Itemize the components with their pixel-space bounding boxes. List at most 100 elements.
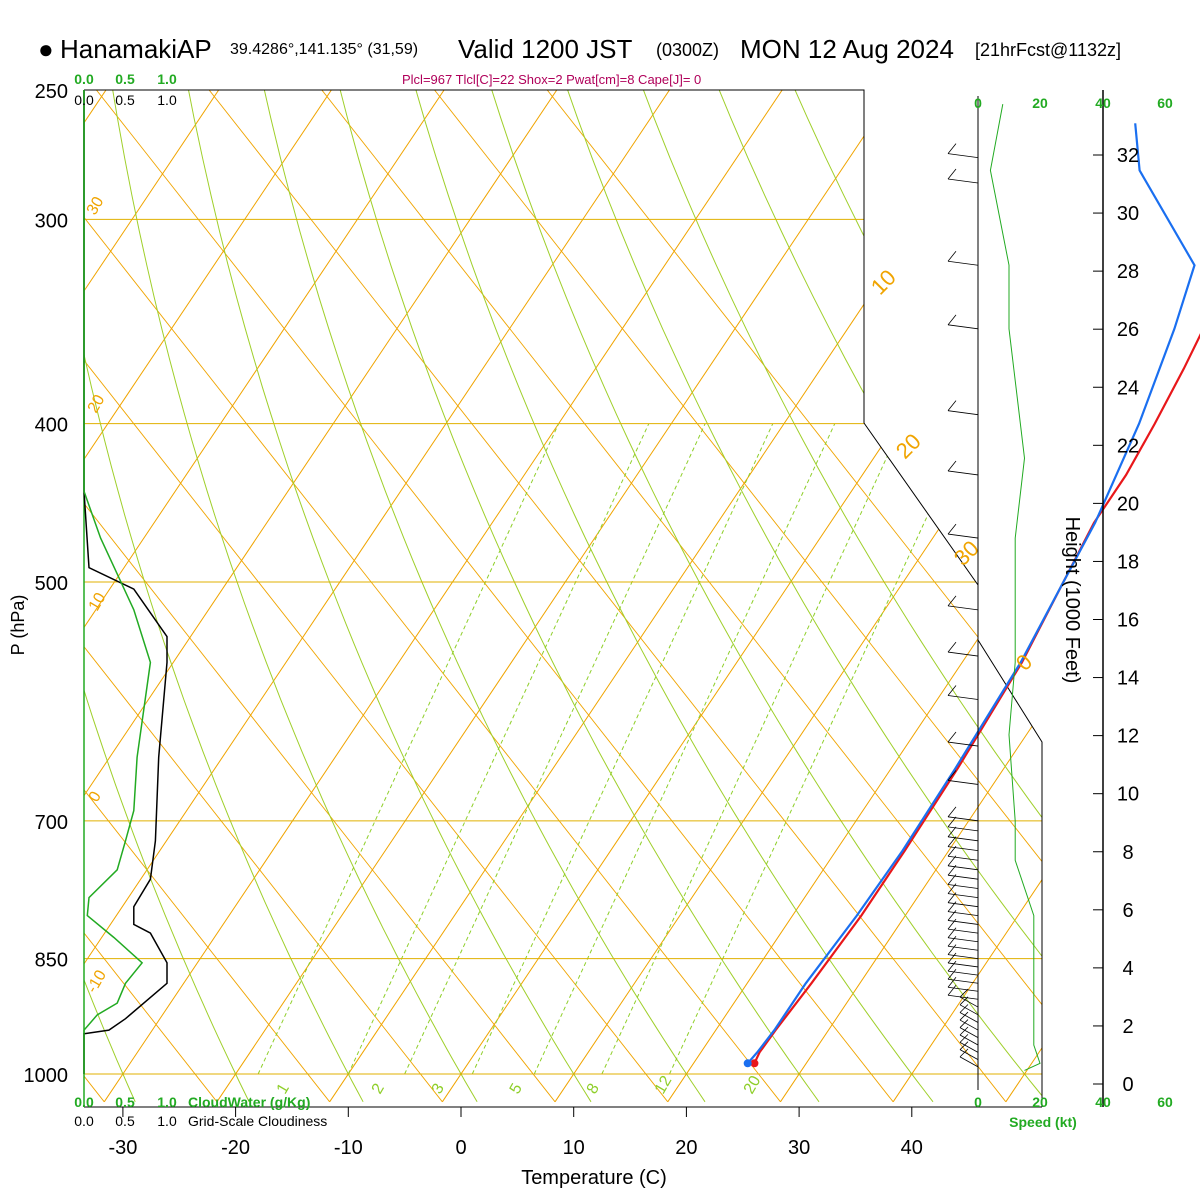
valid-date: MON 12 Aug 2024	[740, 34, 954, 64]
surface-dewpoint-marker	[743, 1059, 752, 1068]
wind-barb	[947, 920, 979, 925]
wind-barb	[959, 1034, 979, 1046]
wind-barb-flag	[959, 1004, 969, 1013]
wind-barb	[947, 816, 979, 822]
moist-adiabat-line	[84, 90, 781, 1103]
isotherm-line	[103, 90, 793, 1103]
dry-adiabat-line	[185, 90, 592, 1103]
zulu-time: (0300Z)	[656, 40, 720, 60]
station-coords: 39.4286°,141.135° (31,59)	[230, 41, 419, 58]
station-marker: ●	[38, 34, 54, 64]
isotherm-line	[780, 90, 1042, 1103]
wind-speed-top-tick: 20	[1032, 95, 1048, 111]
temperature-tick-label: -30	[108, 1137, 137, 1159]
isotherm-line	[441, 90, 1042, 1103]
wind-barb	[947, 994, 979, 1000]
wind-speed-bottom-tick: 0	[974, 1094, 982, 1110]
dry-adiabat-line	[84, 90, 364, 1103]
temperature-tick-label: 10	[563, 1137, 585, 1159]
pressure-tick-label: 500	[35, 573, 68, 595]
wind-barb-flag	[947, 731, 957, 743]
wind-barb-flag	[947, 918, 957, 930]
wind-barb	[947, 874, 979, 880]
wind-barb-flag	[947, 816, 957, 828]
mixing-ratio-line	[669, 423, 971, 1075]
wind-barb-flag	[947, 977, 957, 988]
cloudwater-top-tick: 0.5	[115, 71, 135, 87]
height-tick-label: 10	[1117, 784, 1139, 806]
pressure-tick-label: 300	[35, 210, 68, 232]
temperature-tick-label: 20	[675, 1137, 697, 1159]
isotherm-line	[554, 90, 1042, 1103]
moist-adiabat-line	[84, 90, 1007, 1103]
wind-barb-flag	[947, 400, 957, 411]
wind-barb	[947, 826, 979, 832]
mixing-ratio-label: 5	[507, 1081, 526, 1097]
isotherm-label: 20	[85, 392, 109, 416]
wind-barb	[947, 986, 979, 992]
mixing-ratio-label: 12	[652, 1073, 676, 1097]
wind-barb-flag	[959, 1019, 969, 1028]
station-name: HanamakiAP	[60, 34, 212, 64]
cloudwater-top-tick: 1.0	[157, 71, 177, 87]
moist-adiabat-line	[84, 90, 218, 1103]
isotherm-line	[84, 90, 455, 1103]
temperature-tick-label: -20	[221, 1137, 250, 1159]
wind-barb	[947, 902, 979, 908]
wind-barb-flag	[947, 960, 957, 972]
wind-barb	[947, 695, 979, 700]
wind-barb-flag	[947, 641, 957, 653]
moist-adiabat-line	[130, 90, 1042, 1103]
wind-barb	[959, 996, 979, 1008]
wind-barb-flag	[947, 314, 957, 326]
wind-barb	[947, 937, 979, 943]
mixing-ratio-line	[533, 423, 836, 1075]
cloudwater-profile	[83, 90, 152, 1074]
pressure-tick-label: 700	[35, 812, 68, 834]
wind-barb	[947, 410, 979, 416]
wind-speed-top-tick: 40	[1095, 95, 1111, 111]
pressure-tick-label: 1000	[24, 1065, 69, 1087]
wind-speed-top-tick: 0	[974, 95, 982, 111]
moist-adiabat-line	[243, 90, 1042, 1103]
wind-barb	[947, 780, 979, 785]
wind-speed-profile	[989, 104, 1041, 1071]
cloudiness-bottom-tick: 1.0	[157, 1113, 177, 1129]
wind-barb-flag	[947, 523, 957, 535]
isotherm-line	[216, 90, 905, 1103]
height-tick-label: 12	[1117, 726, 1139, 748]
dry-adiabat-line	[260, 90, 706, 1103]
height-tick-label: 30	[1117, 203, 1139, 225]
dry-adiabat-line	[1014, 90, 1042, 1103]
dry-adiabat-line	[486, 90, 1042, 1103]
wind-barb	[947, 893, 979, 899]
wind-barb	[947, 605, 979, 611]
cloudiness-top-tick: 1.0	[157, 92, 177, 108]
wind-barb-flag	[947, 927, 957, 938]
wind-barb-flag	[947, 143, 957, 154]
wind-barb	[947, 911, 979, 917]
dry-adiabat-line	[562, 90, 1042, 1103]
cloudiness-top-tick: 0.5	[115, 92, 135, 108]
wind-barb-flag	[947, 935, 957, 947]
temperature-axis-label: Temperature (C)	[521, 1167, 667, 1189]
sounding-parameters: Plcl=967 Tlcl[C]=22 Shox=2 Pwat[cm]=8 Ca…	[402, 72, 702, 87]
temperature-tick-label: 40	[901, 1137, 923, 1159]
wind-barb-flag	[947, 952, 957, 964]
isotherm-line	[667, 90, 1042, 1103]
height-tick-label: 0	[1122, 1074, 1133, 1096]
wind-speed-top-tick: 60	[1157, 95, 1173, 111]
temperature-tick-label: 30	[788, 1137, 810, 1159]
height-tick-label: 20	[1117, 493, 1139, 515]
pressure-tick-label: 850	[35, 950, 68, 972]
wind-barb-flag	[959, 1011, 969, 1021]
wind-barb	[947, 970, 979, 976]
cloudiness-label: Grid-Scale Cloudiness	[188, 1113, 327, 1129]
isotherm-label: 30	[84, 194, 108, 218]
wind-barb	[947, 855, 979, 861]
wind-barb-flag	[947, 685, 957, 696]
dewpoint-profile	[746, 123, 1196, 1065]
wind-barb	[959, 1012, 979, 1023]
wind-barb-flag	[947, 984, 957, 996]
